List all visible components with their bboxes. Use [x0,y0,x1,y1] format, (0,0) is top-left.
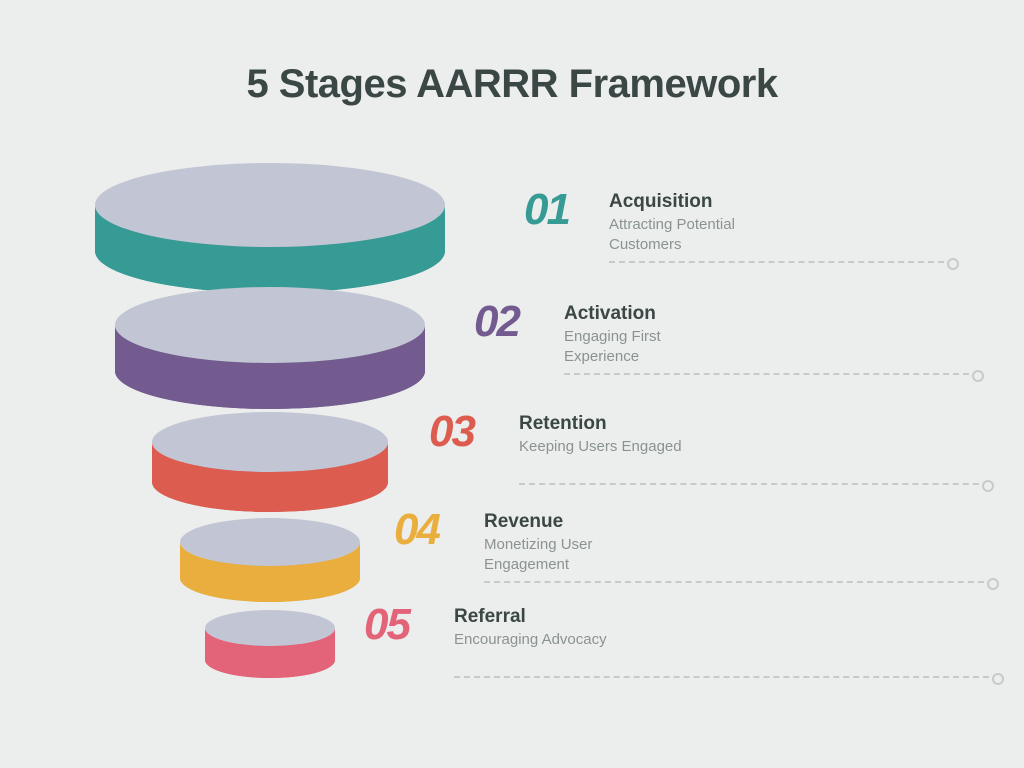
stage-number: 01 [524,185,569,235]
stage-title: Acquisition [609,191,779,213]
stage-number: 02 [474,297,519,347]
connector-line [519,483,989,485]
stage-title: Activation [564,303,734,325]
funnel-disc-2 [115,287,425,409]
stage-desc: Attracting Potential Customers [609,215,779,256]
stage-title: Retention [519,413,682,435]
stage-text: RetentionKeeping Users Engaged [519,413,682,457]
connector-line [609,261,954,263]
page-title: 5 Stages AARRR Framework [0,62,1024,107]
funnel-disc-1 [95,163,445,293]
funnel-diagram [70,160,470,720]
stage-desc: Encouraging Advocacy [454,630,607,650]
stage-text: ActivationEngaging First Experience [564,303,734,368]
stage-desc: Engaging First Experience [564,327,734,368]
stage-number: 03 [429,407,474,457]
connector-line [484,581,994,583]
stage-number: 04 [394,505,439,555]
stage-desc: Monetizing User Engagement [484,535,654,576]
stage-title: Revenue [484,511,654,533]
funnel-disc-5 [205,610,335,678]
stage-desc: Keeping Users Engaged [519,437,682,457]
funnel-disc-4 [180,518,360,602]
stage-number: 05 [364,600,409,650]
stage-text: RevenueMonetizing User Engagement [484,511,654,576]
connector-line [454,676,999,678]
stage-title: Referral [454,606,607,628]
stage-text: AcquisitionAttracting Potential Customer… [609,191,779,256]
funnel-disc-3 [152,412,388,512]
stage-text: ReferralEncouraging Advocacy [454,606,607,650]
connector-line [564,373,979,375]
